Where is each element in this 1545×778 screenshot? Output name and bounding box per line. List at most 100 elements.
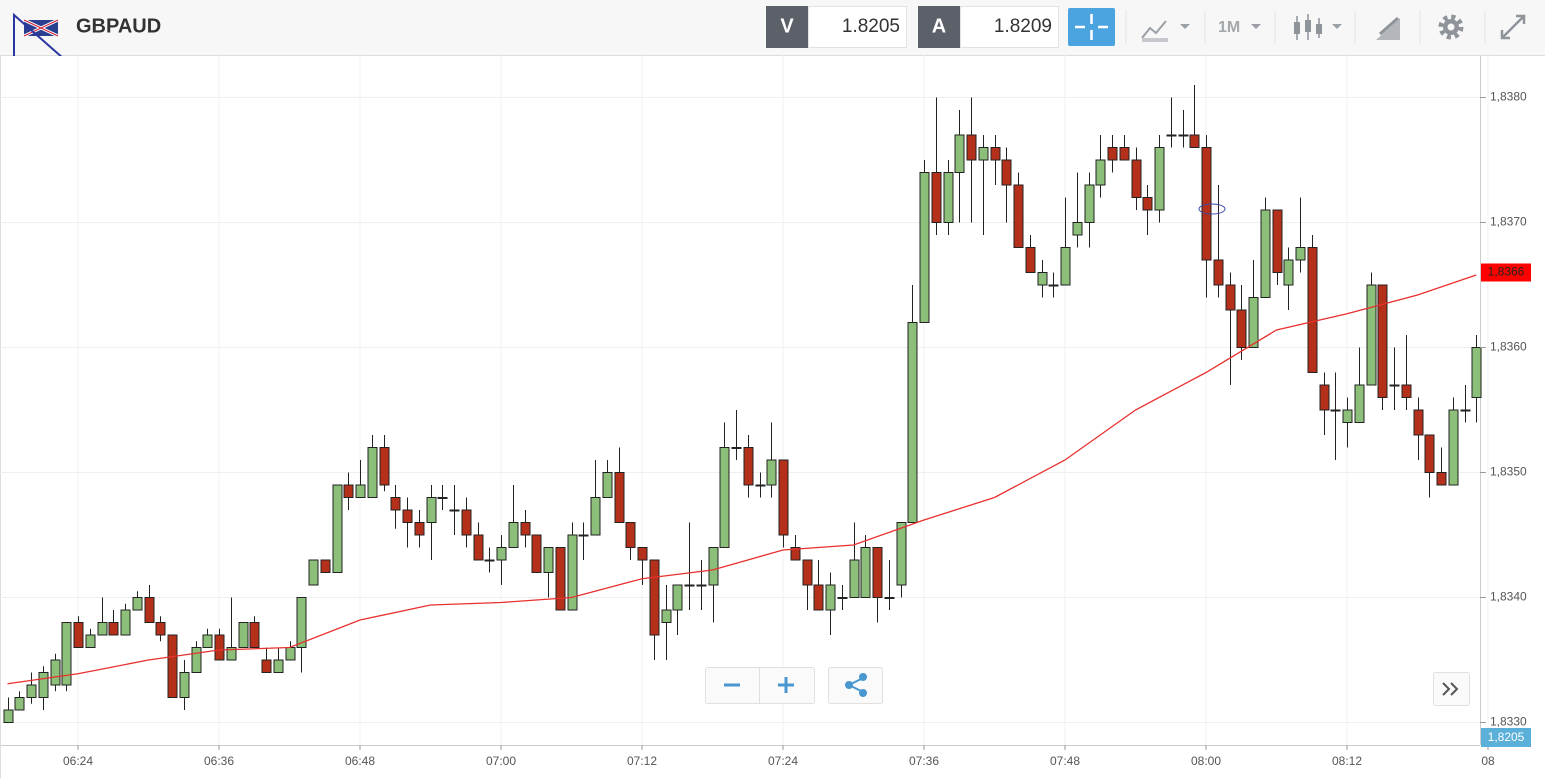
last-price-tag [1481,263,1531,282]
candle-body [38,672,49,698]
timeframe: 1M [1218,19,1240,36]
candle-body [273,659,284,673]
grid [0,55,1489,745]
buy-label: A [932,15,946,37]
candle-body [1072,222,1083,236]
candle-body [567,534,578,611]
candle-body [907,322,918,523]
candle-body [520,522,531,536]
candle-body [50,659,61,686]
draw-button[interactable] [1376,16,1400,40]
candle-body [919,172,930,323]
candle-body [1119,147,1130,161]
candle-body [332,484,343,573]
x-tick-label: 08:00 [1191,754,1221,768]
x-tick-label: 06:48 [345,754,375,768]
candle-body [414,522,425,536]
candle-body [132,597,143,611]
candle-body [179,672,190,698]
buy-button[interactable]: A 1.8209 [918,6,1059,48]
candle-body [191,647,202,673]
candle-body [766,459,777,486]
fullscreen-button[interactable] [1500,14,1526,40]
candle-body [449,509,460,512]
candle-body [825,584,836,611]
y-tick-label: 1,8330 [1490,715,1527,729]
candle-body [85,634,96,648]
chart-type-button[interactable] [1294,14,1342,40]
candle-body [296,597,307,648]
candle-body [355,484,366,498]
candle-body [261,659,272,673]
axes: 1,8330 1,8340 1,8350 1,8360 1,8370 1,8380 06:2… [63,90,1531,768]
candle-body [484,559,495,562]
candle-body [1025,247,1036,273]
x-tick-label: 07:24 [768,754,798,768]
candle-body [860,547,871,598]
candle-body [1236,309,1247,348]
candle-body [473,534,484,561]
y-tick-label: 1,8340 [1490,590,1527,604]
candle-body [167,634,178,698]
scroll-right-button[interactable] [1433,672,1470,706]
candle-body [155,622,166,636]
candle-body [390,497,401,511]
candle-body [238,622,249,648]
timeframe-button[interactable]: 1M [1218,19,1261,36]
candle-body [402,509,413,523]
cursor-marker [1198,203,1226,215]
candle-body [1189,134,1200,148]
candle-body [14,697,25,711]
candle-body [1107,147,1118,161]
candle-body [508,522,519,548]
candle-body [285,647,296,661]
candle-body [144,597,155,623]
candle-body [461,509,472,536]
candle-body [837,597,848,599]
candle-body [379,447,390,486]
candle-body [1248,297,1259,348]
x-tick-label: 07:00 [486,754,516,768]
sell-button[interactable]: V 1.8205 [766,6,907,48]
candle-body [1307,247,1318,373]
candle-body [731,447,742,449]
crosshair-button[interactable] [1068,8,1115,46]
settings-button[interactable] [1438,14,1464,40]
candle-body [590,497,601,536]
candle-body [755,484,766,487]
zoom-in-button[interactable] [778,677,794,693]
candle-body [614,472,625,523]
candle-body [637,547,648,561]
candle-body [1401,384,1412,398]
y-tick-label: 1,8360 [1490,340,1527,354]
bid-price-tag [1481,728,1531,747]
candle-body [1154,147,1165,211]
y-tick-label: 1,8380 [1490,90,1527,104]
buy-price: 1.8209 [994,16,1052,37]
indicators-button[interactable] [1141,20,1190,42]
candle-body [1095,159,1106,186]
candle-body [1436,472,1447,486]
candle-body [1366,284,1377,386]
candle-body [719,447,730,548]
candle-body [1354,384,1365,423]
y-tick-label: 1,8350 [1490,465,1527,479]
candle-body [367,447,378,498]
candle-body [778,459,789,536]
candle-body [696,584,707,587]
candle-body [226,647,237,661]
share-button[interactable] [828,667,883,704]
candle-body [120,609,131,636]
candle-body [1260,209,1271,298]
candle-body [1142,197,1153,211]
candle-body [1283,259,1294,286]
x-tick-label: 08:12 [1332,754,1362,768]
candle-body [943,172,954,223]
x-tick-label: 07:36 [909,754,939,768]
candle-body [884,597,895,599]
sell-price: 1.8205 [842,16,900,37]
candle-body [684,584,695,587]
symbol: GBPAUD [76,15,161,37]
x-tick-label: 06:36 [204,754,234,768]
candle-body [1413,409,1424,436]
